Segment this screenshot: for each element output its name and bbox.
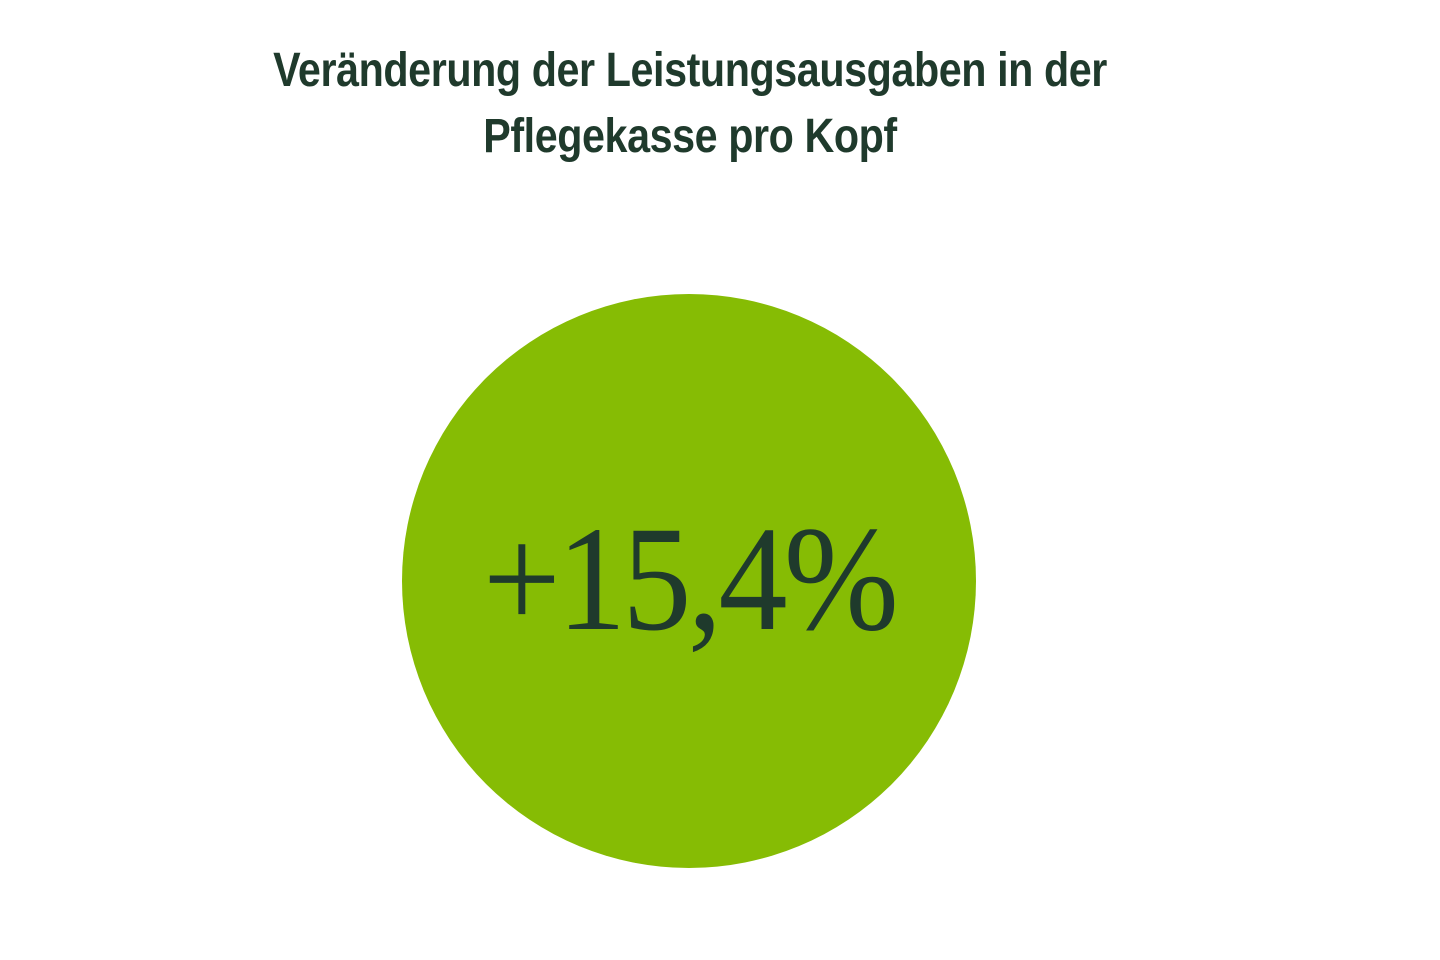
value-circle: +15,4%	[402, 294, 976, 868]
chart-title: Veränderung der Leistungsausgaben in der…	[174, 38, 1206, 170]
chart-title-line-1: Veränderung der Leistungsausgaben in der	[273, 44, 1107, 97]
chart-title-line-2: Pflegekasse pro Kopf	[483, 110, 897, 163]
percentage-change-value: +15,4%	[482, 496, 899, 662]
